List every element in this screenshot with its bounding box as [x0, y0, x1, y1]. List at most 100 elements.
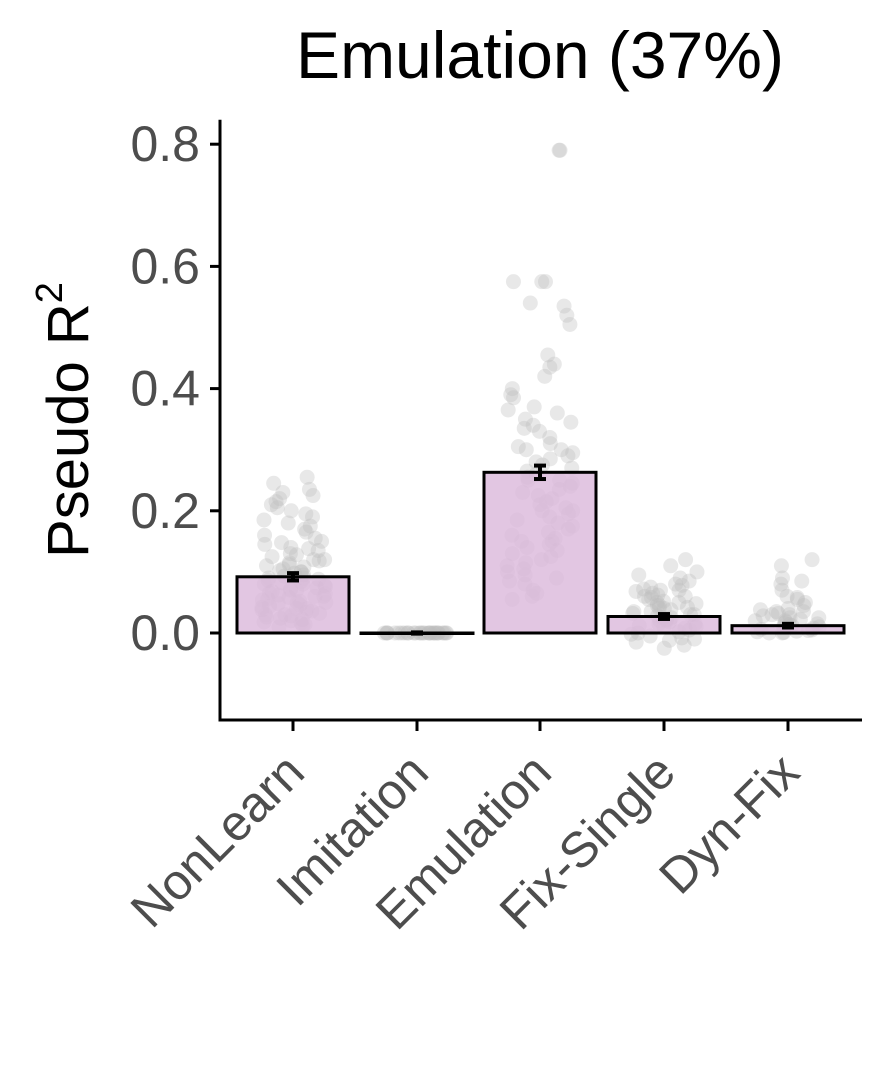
y-axis-title-superscript: 2: [29, 282, 71, 303]
x-tick-label: NonLearn: [120, 743, 315, 938]
data-point: [298, 524, 314, 540]
data-point: [283, 503, 299, 519]
data-point: [678, 552, 694, 568]
data-point: [546, 356, 562, 372]
data-point: [517, 411, 533, 427]
data-point: [650, 587, 666, 603]
data-point: [652, 582, 668, 598]
data-point: [504, 381, 520, 397]
data-point: [257, 536, 273, 552]
data-point: [565, 445, 581, 461]
error-bar: [534, 463, 546, 482]
data-point: [780, 601, 796, 617]
y-tick-label: 0.4: [130, 361, 200, 417]
data-point: [552, 142, 568, 158]
data-point: [299, 469, 315, 485]
data-point: [811, 610, 827, 626]
y-tick-label: 0.0: [130, 605, 200, 661]
chart-title: Emulation (37%): [296, 18, 784, 92]
data-point: [297, 521, 313, 537]
data-point: [643, 590, 659, 606]
data-point: [268, 494, 284, 510]
data-point: [311, 553, 327, 569]
bar: [235, 575, 351, 635]
data-point: [668, 576, 684, 592]
data-point: [272, 563, 288, 579]
data-point: [789, 591, 805, 607]
data-point: [275, 484, 291, 500]
data-point: [781, 607, 797, 623]
data-point: [795, 604, 811, 620]
data-point: [257, 527, 273, 543]
data-point: [301, 541, 317, 557]
data-point: [305, 488, 321, 504]
data-point: [764, 607, 780, 623]
data-point: [652, 598, 668, 614]
data-point: [518, 442, 534, 458]
data-point: [537, 274, 553, 290]
data-point: [310, 543, 326, 559]
data-point: [773, 558, 789, 574]
bars: [235, 470, 846, 635]
data-point: [637, 588, 653, 604]
data-point: [542, 451, 558, 467]
data-point: [770, 605, 786, 621]
data-point: [525, 417, 541, 433]
y-axis-title-text: Pseudo R: [36, 303, 101, 558]
data-point: [289, 547, 305, 563]
data-point: [298, 506, 314, 522]
data-point: [789, 590, 805, 606]
data-point: [663, 558, 679, 574]
data-point: [655, 593, 671, 609]
data-point: [792, 612, 808, 628]
data-point: [674, 577, 690, 593]
data-point: [779, 588, 795, 604]
data-point: [797, 594, 813, 610]
data-point: [510, 439, 526, 455]
data-point: [671, 582, 687, 598]
data-point: [263, 497, 279, 513]
data-point: [782, 610, 798, 626]
data-point: [274, 535, 290, 551]
data-point: [264, 549, 280, 565]
x-tick-label: Dyn-Fix: [648, 743, 809, 904]
data-point: [774, 570, 790, 586]
data-point: [794, 573, 810, 589]
y-axis-title: Pseudo R2: [29, 282, 101, 558]
data-point: [272, 491, 288, 507]
data-point: [516, 420, 532, 436]
data-point: [506, 390, 522, 406]
data-point: [689, 564, 705, 580]
data-point: [679, 599, 695, 615]
data-point: [676, 637, 692, 653]
data-point: [656, 640, 672, 656]
data-point: [628, 583, 644, 599]
data-point: [649, 594, 665, 610]
data-point: [560, 448, 576, 464]
data-point: [641, 591, 657, 607]
data-point: [281, 557, 297, 573]
data-point: [301, 481, 317, 497]
data-point: [317, 552, 333, 568]
data-point: [804, 552, 820, 568]
data-point: [661, 632, 677, 648]
data-point: [266, 475, 282, 491]
data-point: [258, 558, 274, 574]
data-point: [306, 552, 322, 568]
data-point: [532, 423, 548, 439]
y-tick-label: 0.8: [130, 116, 200, 172]
data-point: [540, 347, 556, 363]
data-point: [636, 581, 652, 597]
data-point: [549, 405, 565, 421]
data-point: [562, 316, 578, 332]
data-point: [256, 512, 272, 528]
error-bar: [411, 630, 423, 636]
data-point: [534, 274, 550, 290]
data-point: [631, 567, 647, 583]
y-tick-label: 0.6: [130, 238, 200, 294]
data-point: [551, 142, 567, 158]
data-point: [526, 399, 542, 415]
data-point: [522, 295, 538, 311]
data-point: [774, 582, 790, 598]
